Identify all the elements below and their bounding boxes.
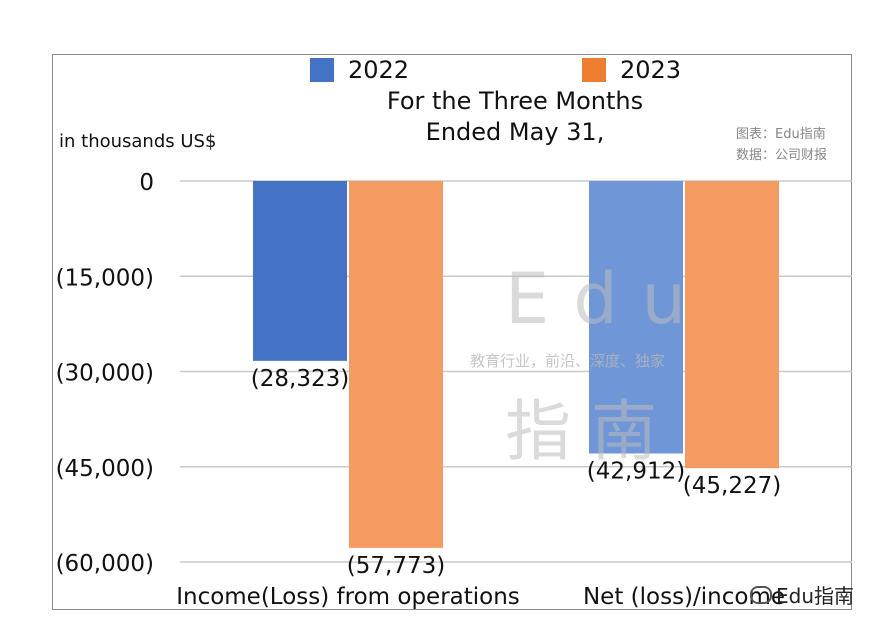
chart-title: For the Three Months Ended May 31,	[330, 86, 700, 148]
y-tick-label: (15,000)	[56, 265, 154, 291]
chart-credit: 图表：Edu指南 数据：公司财报	[736, 124, 827, 166]
bar	[589, 181, 683, 454]
legend-swatch-2022	[310, 58, 334, 82]
chart-title-line-1: For the Three Months	[386, 87, 644, 115]
watermark-cn: 指南	[505, 393, 677, 470]
y-axis-unit-label: in thousands US$	[59, 131, 217, 152]
watermark-tagline: 教育行业，前沿、深度、独家	[470, 352, 666, 370]
legend-label-2023: 2023	[620, 56, 682, 84]
wechat-icon	[750, 586, 772, 604]
credit-data-source: 数据：公司财报	[736, 148, 828, 163]
chart-title-line-2: Ended May 31,	[425, 118, 605, 146]
data-label: (45,227)	[683, 473, 781, 499]
y-tick-label: 0	[139, 170, 154, 196]
legend-item-2022: 2022	[310, 56, 409, 84]
bar	[685, 181, 779, 469]
bar	[349, 181, 443, 548]
data-label: (28,323)	[251, 366, 349, 392]
legend-swatch-2023	[582, 58, 606, 82]
data-label: (42,912)	[587, 458, 685, 484]
watermark-edu: Edu	[505, 258, 711, 340]
y-tick-label: (60,000)	[56, 551, 154, 577]
bar	[253, 181, 347, 361]
y-tick-label: (30,000)	[56, 361, 154, 387]
credit-chart-source: 图表：Edu指南	[736, 127, 826, 142]
data-label: (57,773)	[347, 553, 445, 579]
legend-label-2022: 2022	[348, 56, 410, 84]
legend-item-2023: 2023	[582, 56, 681, 84]
x-tick-label: Income(Loss) from operations	[176, 584, 520, 610]
chart-frame	[52, 54, 852, 610]
corner-badge-label: Edu指南	[776, 584, 855, 608]
y-tick-label: (45,000)	[56, 456, 154, 482]
corner-badge: Edu指南	[750, 580, 854, 609]
